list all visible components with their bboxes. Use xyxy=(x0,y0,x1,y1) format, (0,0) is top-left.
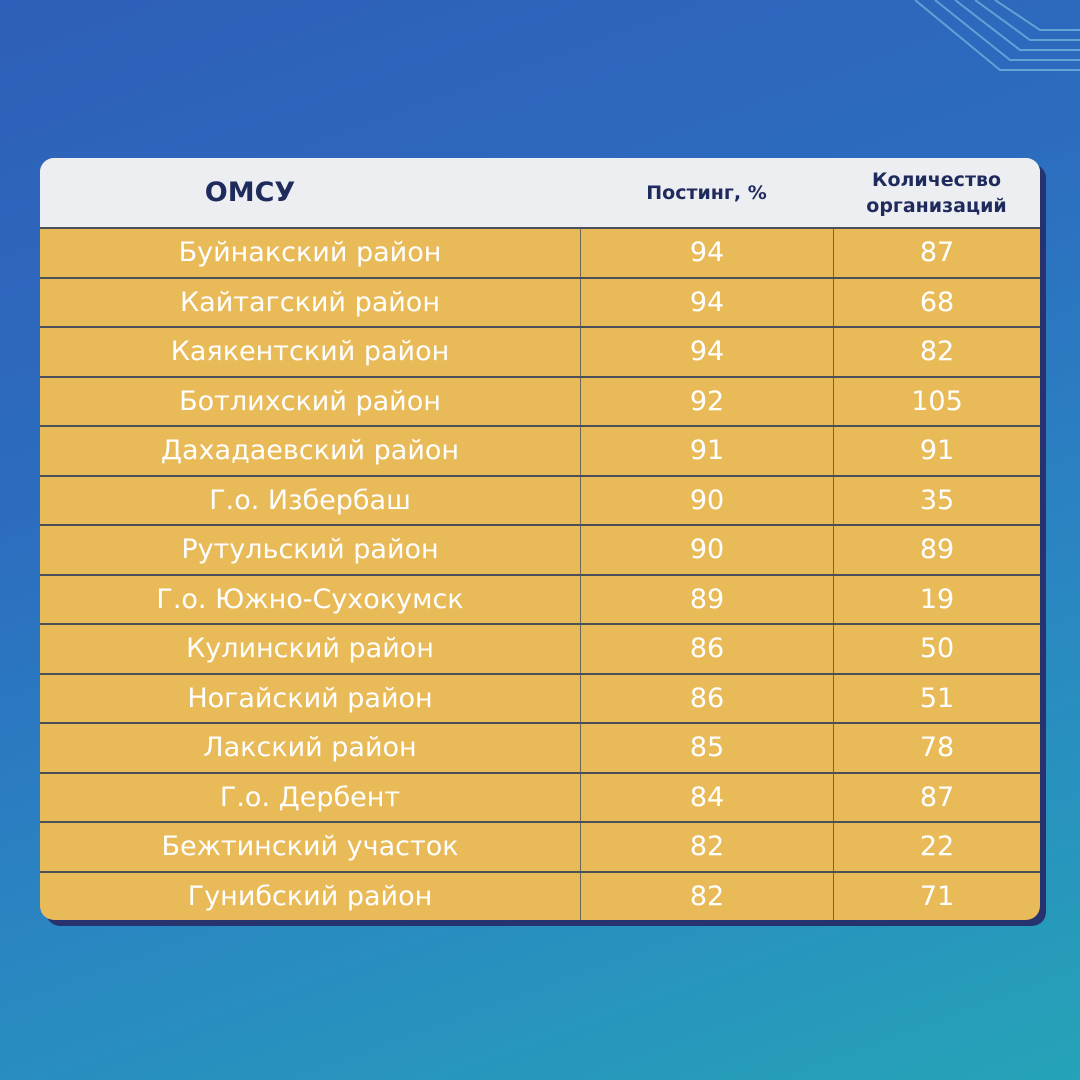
value-cell: 19 xyxy=(833,575,1040,623)
region-cell: Ногайский район xyxy=(187,682,433,714)
region-cell: Г.о. Дербент xyxy=(219,781,401,813)
value-cell: 87 xyxy=(833,773,1040,821)
value-cell: 78 xyxy=(833,724,1040,772)
region-cell: Кулинский район xyxy=(186,633,434,665)
deco-line xyxy=(934,0,1080,61)
value-cell: 94 xyxy=(580,278,833,326)
table-row: Бежтинский участок 82 22 xyxy=(40,821,1040,871)
value-cell: 82 xyxy=(580,872,833,920)
deco-line xyxy=(974,0,1080,41)
value-cell: 86 xyxy=(580,674,833,722)
value-cell: 91 xyxy=(580,427,833,475)
table-row: Г.о. Избербаш 90 35 xyxy=(40,474,1040,524)
deco-line xyxy=(914,0,1080,71)
value-cell: 71 xyxy=(833,872,1040,920)
table-row: Кайтагский район 94 68 xyxy=(40,276,1040,326)
header-cell: Количество организаций xyxy=(866,168,1007,217)
region-cell: Рутульский район xyxy=(181,534,439,566)
table-row: Ногайский район 86 51 xyxy=(40,672,1040,722)
table-row: Каякентский район 94 82 xyxy=(40,326,1040,376)
value-cell: 89 xyxy=(833,526,1040,574)
table-row: Дахадаевский район 91 91 xyxy=(40,425,1040,475)
region-cell: Ботлихский район xyxy=(179,385,441,417)
value-cell: 22 xyxy=(833,823,1040,871)
region-cell: Г.о. Избербаш xyxy=(209,484,411,516)
value-cell: 50 xyxy=(833,625,1040,673)
value-cell: 85 xyxy=(580,724,833,772)
value-cell: 82 xyxy=(833,328,1040,376)
value-cell: 92 xyxy=(580,377,833,425)
table-row: Рутульский район 90 89 xyxy=(40,524,1040,574)
value-cell: 68 xyxy=(833,278,1040,326)
value-cell: 84 xyxy=(580,773,833,821)
table-row: Гунибский район 82 71 xyxy=(40,870,1040,920)
table-header: ОМСУ Постинг, % Количество организаций xyxy=(40,158,1040,227)
region-cell: Гунибский район xyxy=(187,880,433,912)
deco-line xyxy=(954,0,1080,51)
value-cell: 94 xyxy=(580,328,833,376)
table-row: Буйнакский район 94 87 xyxy=(40,227,1040,277)
region-cell: Кайтагский район xyxy=(180,286,440,318)
value-cell: 90 xyxy=(580,476,833,524)
header-cell: ОМСУ xyxy=(204,177,296,208)
deco-line xyxy=(994,0,1080,31)
table-row: Г.о. Южно-Сухокумск 89 19 xyxy=(40,573,1040,623)
value-cell: 87 xyxy=(833,229,1040,277)
region-cell: Лакский район xyxy=(203,732,417,764)
value-cell: 94 xyxy=(580,229,833,277)
value-cell: 90 xyxy=(580,526,833,574)
region-cell: Каякентский район xyxy=(170,336,450,368)
table-row: Г.о. Дербент 84 87 xyxy=(40,771,1040,821)
table-row: Ботлихский район 92 105 xyxy=(40,375,1040,425)
value-cell: 35 xyxy=(833,476,1040,524)
value-cell: 86 xyxy=(580,625,833,673)
table: ОМСУ Постинг, % Количество организаций Б… xyxy=(40,158,1040,920)
value-cell: 82 xyxy=(580,823,833,871)
region-cell: Буйнакский район xyxy=(178,237,442,269)
value-cell: 51 xyxy=(833,674,1040,722)
table-row: Лакский район 85 78 xyxy=(40,722,1040,772)
table-row: Кулинский район 86 50 xyxy=(40,623,1040,673)
region-cell: Дахадаевский район xyxy=(160,435,460,467)
header-cell: Постинг, % xyxy=(646,181,767,204)
value-cell: 89 xyxy=(580,575,833,623)
region-cell: Г.о. Южно-Сухокумск xyxy=(156,583,464,615)
value-cell: 91 xyxy=(833,427,1040,475)
value-cell: 105 xyxy=(833,377,1040,425)
region-cell: Бежтинский участок xyxy=(161,831,459,863)
